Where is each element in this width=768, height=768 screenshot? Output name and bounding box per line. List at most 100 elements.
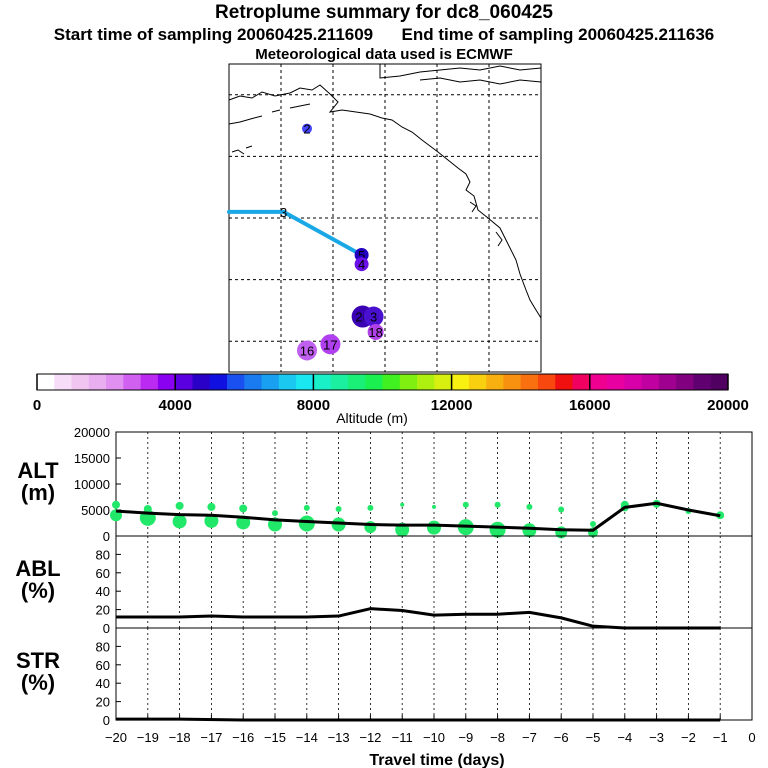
colorbar-swatch xyxy=(37,374,55,390)
x-tick-label: −3 xyxy=(649,730,664,745)
colorbar-swatch xyxy=(192,374,211,390)
series-line xyxy=(116,607,721,630)
y-tick-label: 60 xyxy=(96,566,110,581)
colorbar-swatch xyxy=(503,374,522,390)
y-tick-label: 15000 xyxy=(74,451,110,466)
map-marker xyxy=(354,257,369,272)
panel-ylabel: ABL xyxy=(15,556,60,581)
spread-dot xyxy=(298,515,315,532)
coastline-alaska xyxy=(228,84,542,319)
colorbar-swatch xyxy=(313,374,332,390)
spread-dot xyxy=(204,513,219,528)
y-tick-label: 20 xyxy=(96,695,110,710)
y-tick-label: 40 xyxy=(96,676,110,691)
y-tick-label: 60 xyxy=(96,658,110,673)
colorbar-swatch xyxy=(123,374,142,390)
colorbar-swatch xyxy=(261,374,280,390)
y-tick-label: 80 xyxy=(96,547,110,562)
spread-dot xyxy=(494,501,501,508)
coastline-canada xyxy=(379,64,542,85)
spread-dot xyxy=(558,506,565,513)
colorbar-swatch xyxy=(140,374,159,390)
colorbar-swatch xyxy=(693,374,712,390)
x-tick-label: −17 xyxy=(200,730,222,745)
met-data-note: Meteorological data used is ECMWF xyxy=(255,46,513,63)
series-line xyxy=(116,717,721,722)
main-title: Retroplume summary for dc8_060425 xyxy=(215,2,553,23)
map-marker-label: 5 xyxy=(358,248,365,263)
colorbar-swatch xyxy=(175,374,193,390)
colorbar-swatch xyxy=(157,374,176,390)
x-tick-label: −20 xyxy=(105,730,127,745)
colorbar-tick-label: 8000 xyxy=(297,397,330,414)
sampling-times: Start time of sampling 20060425.211609 E… xyxy=(0,25,768,45)
y-tick-label: 0 xyxy=(103,713,110,728)
colorbar-tick-label: 12000 xyxy=(431,397,473,414)
spread-dot xyxy=(400,502,405,507)
coastline-aleutians xyxy=(228,103,311,125)
x-tick-label: −15 xyxy=(264,730,286,745)
x-tick-label: −1 xyxy=(713,730,728,745)
colorbar-swatch xyxy=(658,374,677,390)
x-tick-label: −11 xyxy=(392,730,413,745)
colorbar-swatch xyxy=(296,374,314,390)
x-tick-label: −13 xyxy=(328,730,350,745)
spread-dot xyxy=(590,521,596,528)
colorbar-swatch xyxy=(572,374,591,390)
spread-dot xyxy=(239,504,248,513)
map-marker-label: 18 xyxy=(368,325,382,340)
spread-dot xyxy=(526,503,533,510)
colorbar-tick-label: 4000 xyxy=(159,397,192,414)
colorbar-swatch xyxy=(382,374,401,390)
spread-dot xyxy=(489,521,506,538)
colorbar-swatch xyxy=(227,374,245,390)
y-tick-label: 80 xyxy=(96,639,110,654)
panel-abl: 0 20 40 60 80 ABL(%) xyxy=(15,535,753,636)
colorbar-swatch xyxy=(520,374,539,390)
series-line xyxy=(115,501,721,532)
colorbar-tick-label: 16000 xyxy=(569,397,611,414)
trajectory-track xyxy=(227,209,364,257)
start-time-label: Start time of sampling 20060425.211609 xyxy=(53,25,374,44)
spread-dot xyxy=(175,501,184,510)
end-time-label: End time of sampling 20060425.211636 xyxy=(401,25,715,44)
map-marker-label: 16 xyxy=(300,343,314,358)
panel-alt: 0 5000 10000 15000 20000 ALT(m) xyxy=(17,425,753,544)
spread-dot xyxy=(303,504,310,511)
panel-ylabel: (m) xyxy=(21,480,55,505)
y-tick-label: 10000 xyxy=(74,477,110,492)
x-tick-label: −8 xyxy=(490,730,505,745)
spread-dot xyxy=(331,517,346,532)
colorbar-swatch xyxy=(468,374,487,390)
map-graticule xyxy=(229,64,541,372)
colorbar-swatch xyxy=(54,374,73,390)
colorbar-swatch xyxy=(486,374,504,390)
panel-ylabel: ALT xyxy=(17,458,59,483)
y-tick-label: 20000 xyxy=(74,425,110,440)
map-marker xyxy=(302,123,312,134)
x-tick-label: −18 xyxy=(169,730,191,745)
map-marker-label: 17 xyxy=(323,337,337,352)
colorbar-swatch xyxy=(244,374,263,390)
spread-dot xyxy=(522,523,537,538)
map-marker-label: 2 xyxy=(303,122,310,137)
map-marker xyxy=(320,334,341,355)
colorbar-swatch xyxy=(555,374,574,390)
colorbar-swatch xyxy=(417,374,435,390)
map-marker xyxy=(297,340,317,361)
colorbar-swatch xyxy=(589,374,608,390)
x-tick-label: −6 xyxy=(554,730,569,745)
colorbar-tick-label: 0 xyxy=(33,397,41,414)
colorbar-swatch xyxy=(624,374,643,390)
x-tick-label: −19 xyxy=(137,730,159,745)
map-marker xyxy=(363,306,384,327)
x-tick-label: −4 xyxy=(617,730,632,745)
map-marker-label: 3 xyxy=(370,310,377,325)
y-tick-label: 40 xyxy=(96,584,110,599)
panel-ylabel: (%) xyxy=(21,670,55,695)
colorbar-swatch xyxy=(330,374,349,390)
x-tick-label: −12 xyxy=(359,730,381,745)
coastline-islands xyxy=(231,145,503,247)
